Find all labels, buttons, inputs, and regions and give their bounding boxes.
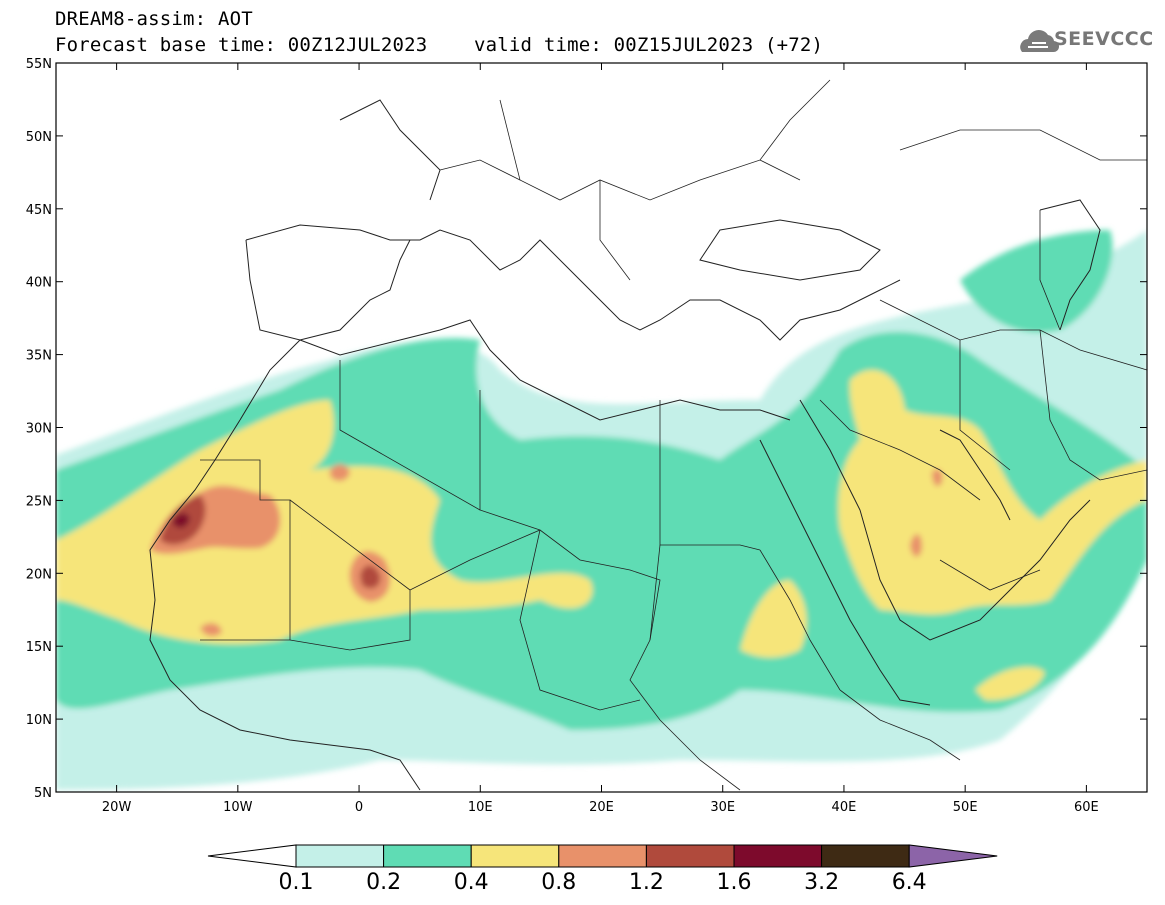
lat-tick-label: 40N [26, 276, 52, 291]
colorbar-segment [470, 844, 560, 868]
colorbar-segment [733, 844, 823, 868]
colorbar-label: 0.1 [278, 870, 314, 895]
lon-tick-label: 20W [102, 800, 132, 815]
lat-tick-label: 35N [26, 349, 52, 364]
lat-tick-label: 15N [26, 640, 52, 655]
lon-tick-label: 40E [832, 800, 857, 815]
colorbar-segment [295, 844, 385, 868]
lat-tick-label: 30N [26, 422, 52, 437]
lon-tick-label: 0 [355, 800, 363, 815]
lon-tick-label: 60E [1074, 800, 1099, 815]
logo-text: SEEVCCC [1054, 28, 1154, 50]
aot-field [56, 63, 1147, 792]
cloud-icon [1020, 30, 1060, 53]
aot-level-1.2-mali [360, 565, 381, 589]
colorbar-segment [821, 844, 910, 868]
colorbar-label: 0.4 [453, 870, 489, 895]
colorbar-label: 0.8 [541, 870, 577, 895]
lon-tick-label: 30E [710, 800, 735, 815]
aot-level-0.2-caspian [960, 230, 1113, 333]
colorbar [207, 844, 998, 868]
colorbar-label: 0.2 [366, 870, 402, 895]
colorbar-segment [645, 844, 735, 868]
longitude-axis: 20W 10W 0 10E 20E 30E 40E 50E 60E [102, 63, 1099, 815]
aot-level-1.6 [172, 513, 190, 528]
colorbar-label: 1.2 [628, 870, 664, 895]
lat-tick-label: 25N [26, 494, 52, 509]
forecast-time-line: Forecast base time: 00Z12JUL2023 valid t… [55, 34, 824, 56]
lat-tick-label: 55N [26, 57, 52, 72]
colorbar-max-arrow [908, 844, 998, 868]
lat-tick-label: 5N [34, 786, 52, 801]
aot-level-0.4-west [56, 400, 593, 644]
lon-tick-label: 50E [953, 800, 978, 815]
lat-tick-label: 50N [26, 130, 52, 145]
lat-tick-label: 20N [26, 567, 52, 582]
aot-level-0.8-sahel [200, 623, 222, 637]
colorbar-label: 1.6 [716, 870, 752, 895]
lat-tick-label: 10N [26, 713, 52, 728]
map-title: DREAM8-assim: AOT [55, 8, 253, 30]
aot-level-0.8-saudi [910, 534, 922, 557]
colorbar-segment [558, 844, 647, 868]
aot-level-0.8-small [330, 464, 350, 481]
aot-level-0.8-iraq [932, 469, 943, 487]
aot-level-0.4-yemen [975, 666, 1045, 701]
lon-tick-label: 20E [589, 800, 614, 815]
colorbar-min-arrow [207, 844, 297, 868]
lat-tick-label: 45N [26, 203, 52, 218]
latitude-axis: 5N 10N 15N 20N 25N 30N 35N 40N 45N 50N 55N [26, 57, 1147, 801]
colorbar-segment [383, 844, 472, 868]
lon-tick-label: 10W [223, 800, 253, 815]
colorbar-label: 6.4 [891, 870, 927, 895]
coastlines [149, 79, 1147, 791]
lon-tick-label: 10E [468, 800, 493, 815]
colorbar-label: 3.2 [804, 870, 840, 895]
